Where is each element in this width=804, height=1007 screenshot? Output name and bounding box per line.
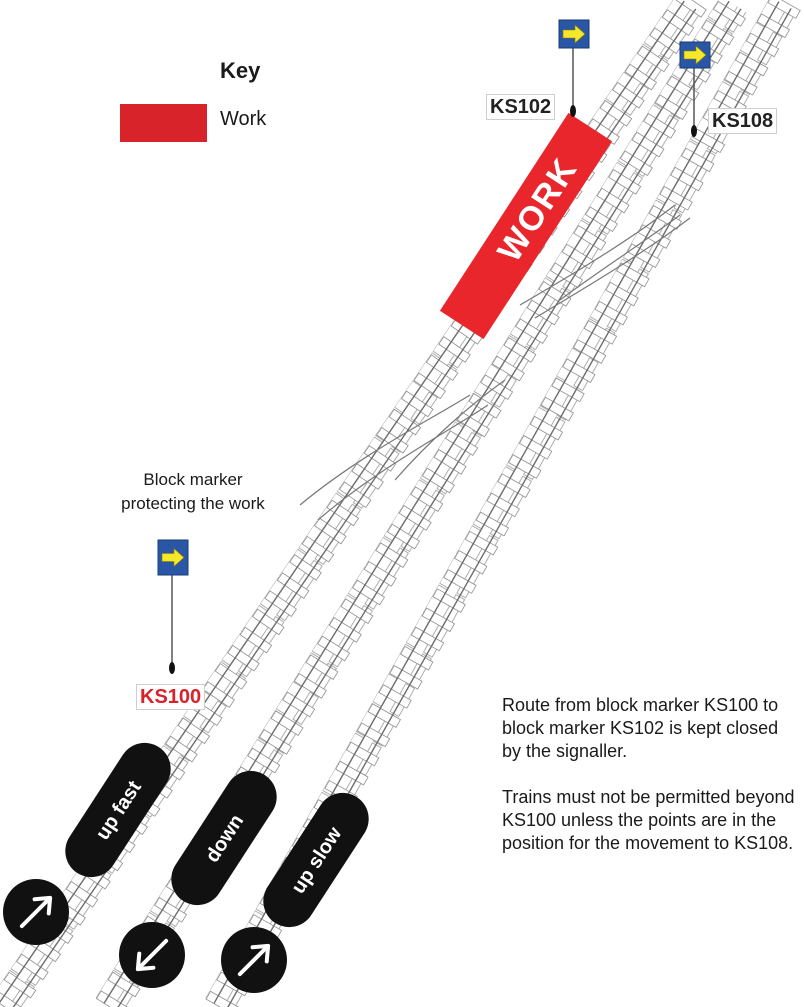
block-marker-ks102 xyxy=(558,19,590,117)
key-work-label: Work xyxy=(220,108,267,130)
caption-line-2: protecting the work xyxy=(121,494,265,513)
work-zone-bar xyxy=(439,112,613,340)
yellow-arrow-icon xyxy=(683,45,707,65)
direction-arrow-up-icon xyxy=(3,879,69,945)
direction-arrow-down-icon xyxy=(119,922,185,988)
line-label-down: down xyxy=(171,770,277,906)
note-points-position: Trains must not be permitted beyond KS10… xyxy=(502,787,795,853)
marker-label-ks108: KS108 xyxy=(708,108,778,134)
key-title: Key xyxy=(220,58,261,83)
caption-line-1: Block marker xyxy=(143,470,243,489)
block-marker-ks100 xyxy=(157,539,189,674)
block-markers xyxy=(157,19,711,674)
yellow-arrow-icon xyxy=(161,547,185,568)
marker-label-ks100: KS100 xyxy=(136,684,206,710)
yellow-arrow-icon xyxy=(562,24,586,44)
crossover-lower xyxy=(299,394,471,506)
block-marker-caption: Block marker protecting the work xyxy=(88,468,298,516)
block-marker-ks108 xyxy=(679,41,711,137)
direction-arrow-up-icon xyxy=(221,927,287,993)
crossovers xyxy=(299,204,691,521)
marker-label-ks102: KS102 xyxy=(486,94,556,120)
note-route-closed: Route from block marker KS100 to block m… xyxy=(502,695,779,761)
key-work-swatch xyxy=(120,104,207,142)
crossover-upper xyxy=(519,204,676,306)
